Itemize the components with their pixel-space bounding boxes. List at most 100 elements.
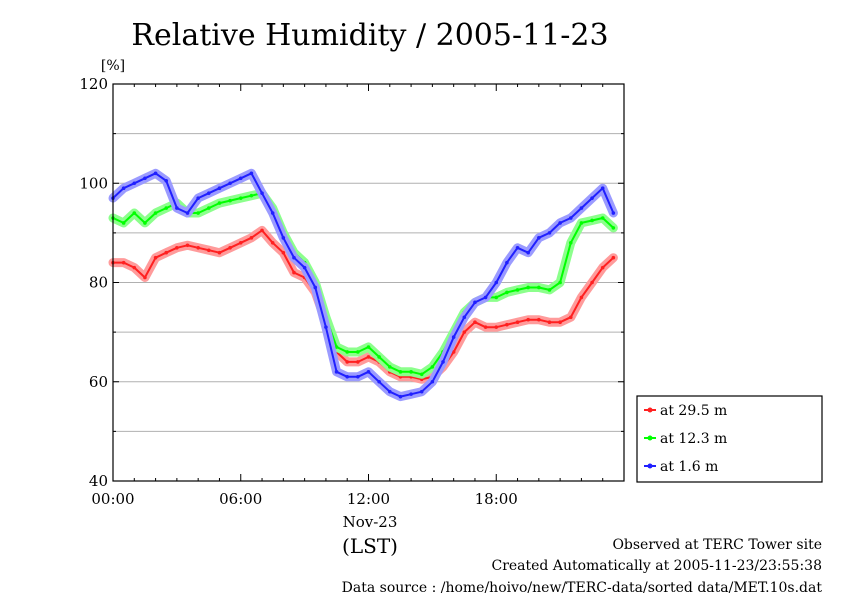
data-point bbox=[281, 250, 286, 255]
data-point bbox=[356, 360, 360, 364]
footer-site: Observed at TERC Tower site bbox=[612, 537, 822, 553]
data-point bbox=[185, 211, 190, 215]
data-point bbox=[217, 186, 222, 191]
data-point bbox=[537, 285, 541, 290]
data-point bbox=[579, 295, 584, 300]
data-point bbox=[547, 288, 552, 292]
data-point bbox=[270, 241, 275, 245]
data-point bbox=[334, 345, 339, 349]
data-point bbox=[324, 325, 328, 329]
data-point bbox=[611, 211, 616, 215]
data-point bbox=[207, 191, 211, 195]
data-point bbox=[121, 186, 126, 191]
data-point bbox=[366, 345, 371, 349]
data-point bbox=[132, 265, 137, 270]
data-point bbox=[121, 221, 126, 225]
data-point bbox=[547, 320, 552, 325]
data-point bbox=[377, 355, 381, 359]
data-point bbox=[611, 226, 616, 230]
data-point bbox=[132, 211, 137, 215]
chart-title: Relative Humidity / 2005-11-23 bbox=[131, 18, 608, 53]
data-point bbox=[526, 250, 530, 255]
data-point bbox=[153, 171, 158, 176]
footer-created: Created Automatically at 2005-11-23/23:5… bbox=[491, 558, 822, 574]
data-point bbox=[143, 221, 147, 225]
series-band bbox=[108, 225, 618, 384]
y-unit-label: [%] bbox=[101, 58, 125, 74]
data-point bbox=[462, 315, 467, 320]
data-point bbox=[398, 394, 403, 399]
data-point bbox=[473, 320, 477, 325]
data-point bbox=[249, 171, 254, 176]
series-line bbox=[112, 172, 615, 398]
data-point bbox=[292, 270, 296, 275]
data-point bbox=[494, 325, 499, 329]
legend-box bbox=[636, 395, 823, 483]
data-point bbox=[505, 290, 509, 295]
x-axis-ticks: 00:00 06:00 12:00 18:00 bbox=[91, 84, 604, 508]
data-point bbox=[451, 335, 456, 339]
data-point bbox=[164, 206, 169, 210]
data-point bbox=[398, 370, 403, 374]
data-point bbox=[153, 211, 158, 215]
legend-marker bbox=[647, 407, 653, 413]
data-point bbox=[143, 176, 147, 181]
data-point bbox=[238, 241, 243, 245]
data-point bbox=[430, 379, 435, 384]
data-point bbox=[377, 379, 381, 384]
x-tick-label: 12:00 bbox=[347, 490, 390, 508]
legend-marker bbox=[647, 463, 653, 469]
data-point bbox=[515, 245, 520, 250]
data-point bbox=[451, 350, 456, 354]
data-point bbox=[409, 392, 413, 396]
grid-lines bbox=[113, 133, 624, 432]
data-point bbox=[228, 198, 232, 203]
data-point bbox=[558, 280, 562, 285]
data-point bbox=[228, 181, 232, 186]
series-group bbox=[108, 168, 618, 402]
data-point bbox=[164, 250, 169, 255]
data-point bbox=[494, 295, 499, 300]
y-tick-label: 80 bbox=[89, 274, 108, 292]
data-point bbox=[590, 218, 594, 223]
data-point bbox=[441, 360, 445, 364]
data-point bbox=[164, 178, 169, 183]
data-point bbox=[313, 285, 318, 290]
data-point bbox=[568, 315, 573, 320]
data-point bbox=[409, 370, 413, 374]
data-point bbox=[249, 193, 254, 198]
data-point bbox=[196, 211, 200, 215]
data-point bbox=[121, 260, 126, 265]
x-axis-label: (LST) bbox=[342, 534, 398, 558]
y-axis-ticks: 40 60 80 100 120 bbox=[79, 75, 624, 490]
data-point bbox=[238, 196, 243, 200]
y-tick-label: 100 bbox=[79, 174, 108, 192]
data-point bbox=[281, 236, 286, 240]
data-point bbox=[228, 245, 232, 250]
data-point bbox=[483, 295, 488, 300]
data-point bbox=[590, 280, 594, 285]
data-point bbox=[473, 300, 477, 305]
data-point bbox=[419, 389, 424, 394]
data-point bbox=[249, 236, 254, 240]
x-tick-label: 06:00 bbox=[219, 490, 262, 508]
data-point bbox=[185, 243, 190, 248]
data-point bbox=[207, 248, 211, 253]
data-point bbox=[568, 241, 573, 245]
data-point bbox=[462, 330, 467, 334]
data-point bbox=[196, 196, 200, 200]
data-point bbox=[568, 216, 573, 220]
data-point bbox=[430, 365, 435, 369]
data-point bbox=[483, 325, 488, 329]
data-point bbox=[547, 231, 552, 235]
data-point bbox=[419, 372, 424, 377]
data-point bbox=[345, 374, 350, 379]
data-point bbox=[345, 350, 350, 354]
x-tick-label: 00:00 bbox=[91, 490, 134, 508]
legend-label: at 12.3 m bbox=[660, 431, 727, 447]
data-point bbox=[505, 322, 509, 327]
data-point bbox=[217, 201, 222, 205]
data-point bbox=[387, 365, 392, 369]
data-point bbox=[590, 196, 594, 200]
